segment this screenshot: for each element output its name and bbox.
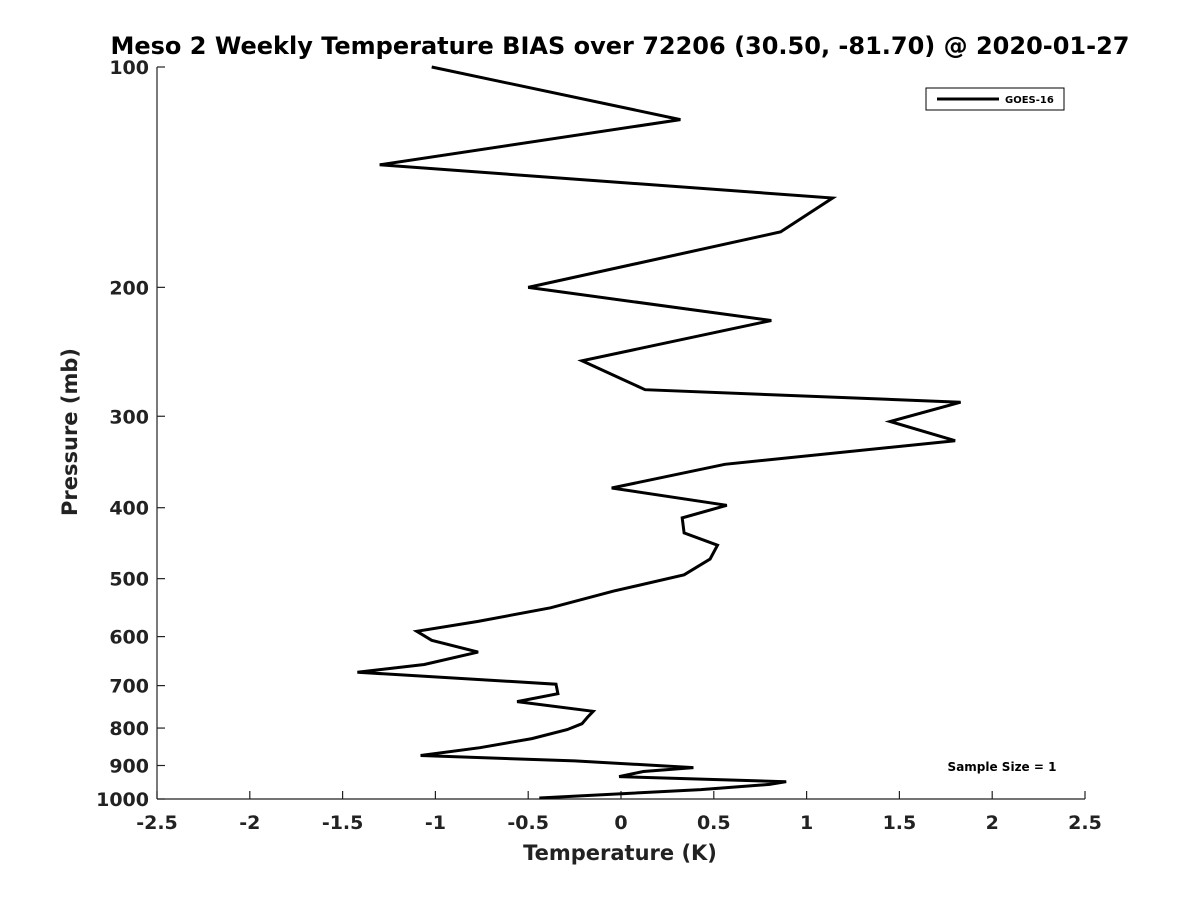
chart-title: Meso 2 Weekly Temperature BIAS over 7220… — [110, 32, 1129, 60]
x-tick-label: -0.5 — [507, 812, 549, 834]
sample-size-annotation: Sample Size = 1 — [948, 760, 1057, 774]
x-tick-label: -2 — [239, 812, 260, 834]
x-axis-ticks: -2.5 -2 -1.5 -1 -0.5 0 0.5 1 1.5 2 2.5 — [136, 791, 1102, 834]
series-lines — [357, 65, 961, 800]
axes — [156, 67, 1085, 800]
y-tick-label: 600 — [109, 627, 149, 649]
x-tick-label: -1.5 — [322, 812, 364, 834]
y-tick-label: 200 — [109, 277, 149, 299]
series-line-goes16 — [357, 65, 961, 800]
y-tick-label: 500 — [109, 569, 149, 591]
y-tick-label: 700 — [109, 676, 149, 698]
y-tick-label: 400 — [109, 498, 149, 520]
legend: GOES-16 — [925, 87, 1065, 111]
y-tick-label: 300 — [109, 406, 149, 428]
x-tick-label: 1 — [800, 812, 813, 834]
x-tick-label: -1 — [425, 812, 446, 834]
y-tick-label: 1000 — [96, 789, 149, 811]
y-axis-ticks: 100 200 300 400 500 600 700 800 900 1000 — [96, 57, 165, 811]
y-tick-label: 900 — [109, 756, 149, 778]
x-tick-label: -2.5 — [136, 812, 178, 834]
x-tick-label: 2 — [986, 812, 999, 834]
x-tick-label: 0.5 — [697, 812, 731, 834]
y-tick-label: 800 — [109, 718, 149, 740]
x-tick-label: 0 — [614, 812, 627, 834]
y-tick-label: 100 — [109, 57, 149, 79]
y-axis-label: Pressure (mb) — [58, 348, 82, 516]
x-axis-label: Temperature (K) — [523, 841, 717, 865]
x-tick-label: 2.5 — [1068, 812, 1102, 834]
legend-label-goes16: GOES-16 — [1005, 95, 1054, 106]
x-tick-label: 1.5 — [883, 812, 917, 834]
